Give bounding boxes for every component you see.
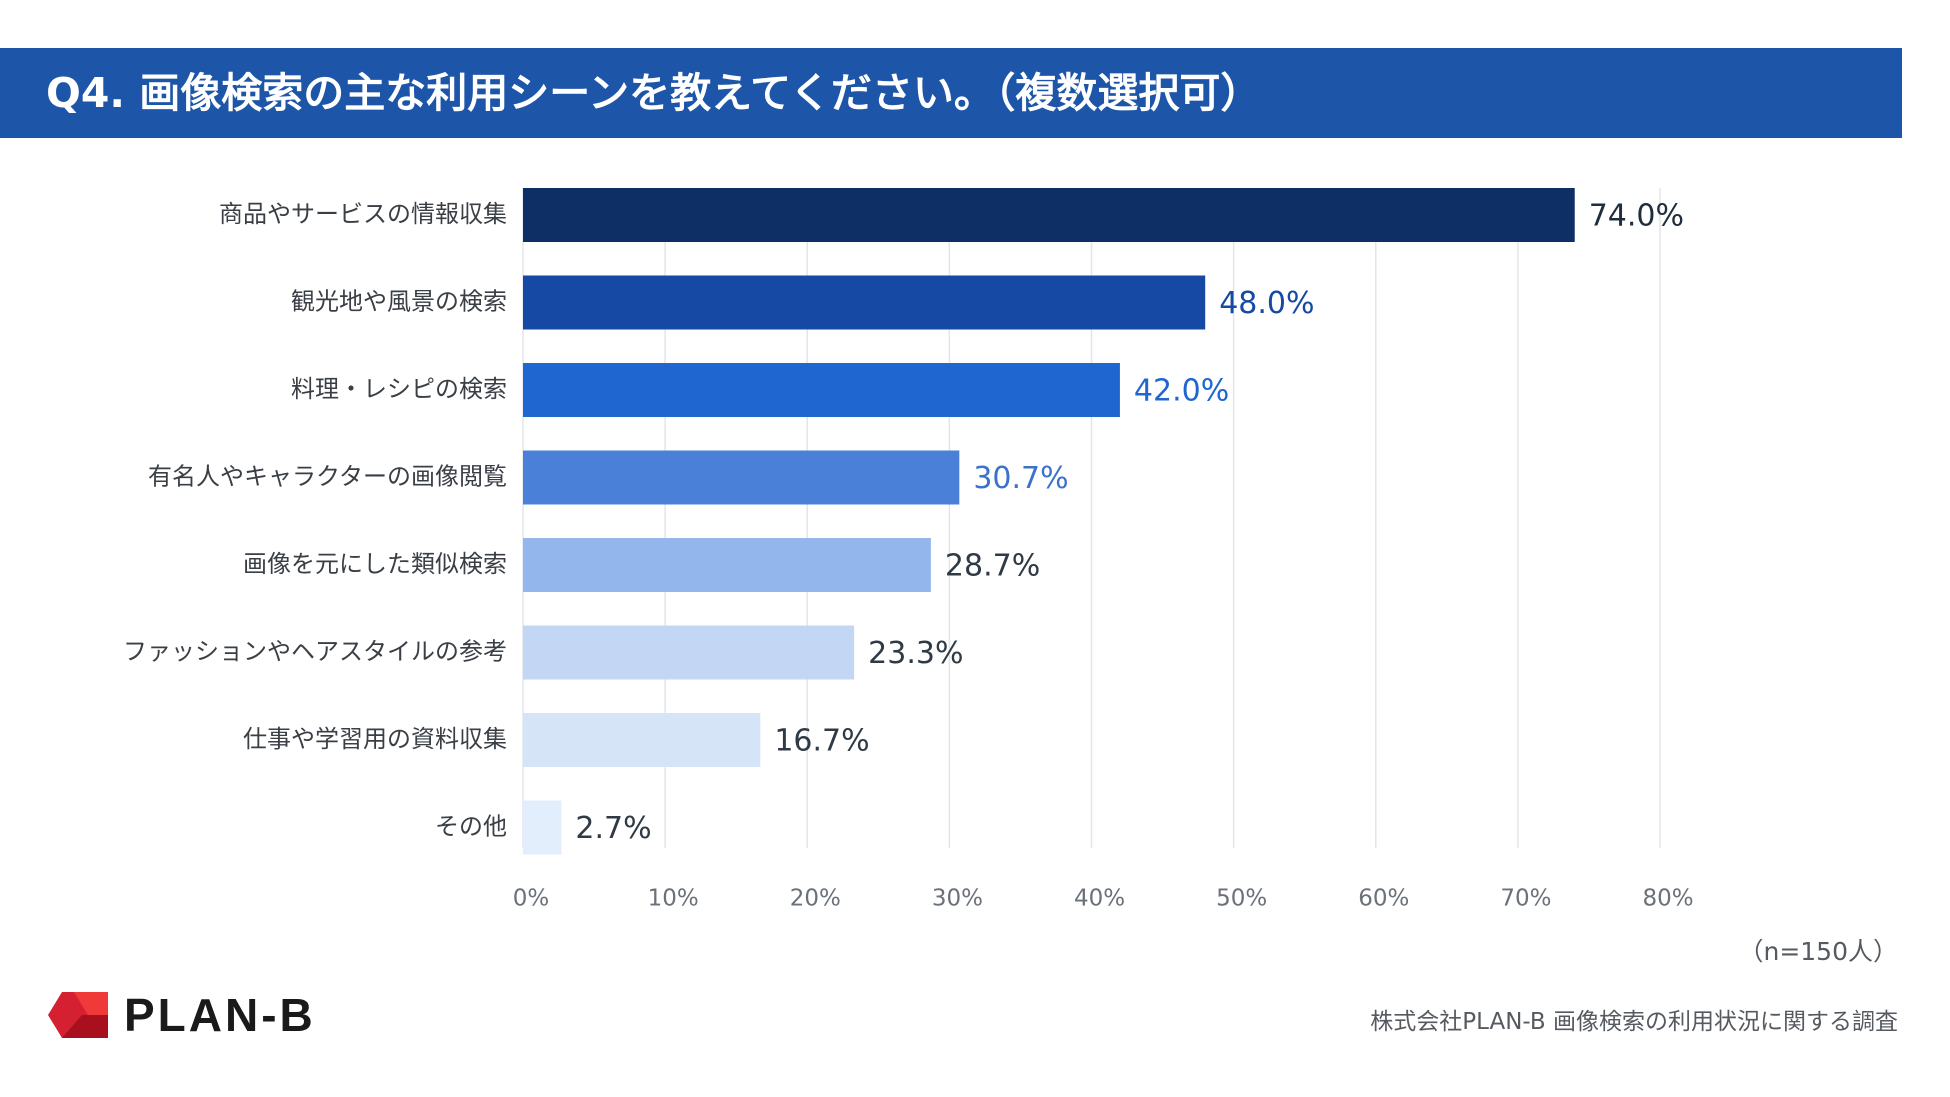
sample-size-note: （n=150人） — [1738, 937, 1898, 966]
category-label-0: 商品やサービスの情報収集 — [219, 200, 507, 228]
x-tick-label-0: 0% — [513, 886, 550, 912]
value-label-0: 74.0% — [1589, 199, 1684, 234]
value-label-7: 2.7% — [575, 811, 651, 846]
x-tick-label-3: 30% — [932, 886, 983, 912]
category-label-5: ファッションやヘアスタイルの参考 — [123, 638, 507, 666]
category-label-2: 料理・レシピの検索 — [291, 375, 507, 403]
bar-0 — [523, 188, 1575, 242]
value-label-4: 28.7% — [945, 549, 1040, 584]
bar-6 — [523, 713, 761, 767]
x-tick-label-1: 10% — [648, 886, 699, 912]
value-label-5: 23.3% — [868, 636, 963, 671]
x-tick-label-5: 50% — [1216, 886, 1267, 912]
x-tick-label-4: 40% — [1074, 886, 1125, 912]
category-label-3: 有名人やキャラクターの画像閲覧 — [148, 463, 507, 491]
x-tick-label-7: 70% — [1500, 886, 1551, 912]
value-label-2: 42.0% — [1134, 374, 1229, 409]
bar-3 — [523, 450, 960, 505]
category-label-6: 仕事や学習用の資料収集 — [243, 725, 507, 753]
bar-1 — [523, 275, 1206, 330]
logo-text: PLAN-B — [124, 989, 316, 1041]
page-title: Q4. 画像検索の主な利用シーンを教えてください。（複数選択可） — [46, 69, 1262, 117]
category-label-7: その他 — [435, 813, 507, 841]
bar-7 — [523, 800, 562, 855]
category-label-1: 観光地や風景の検索 — [291, 288, 507, 316]
x-tick-label-6: 60% — [1358, 886, 1409, 912]
bar-5 — [523, 625, 855, 680]
category-label-4: 画像を元にした類似検索 — [243, 550, 507, 578]
plan-b-logo: PLAN-B — [48, 989, 316, 1041]
title-bar: Q4. 画像検索の主な利用シーンを教えてください。（複数選択可） — [0, 48, 1902, 138]
source-note: 株式会社PLAN-B 画像検索の利用状況に関する調査 — [1370, 1009, 1898, 1035]
value-label-3: 30.7% — [973, 461, 1068, 496]
x-tick-label-2: 20% — [790, 886, 841, 912]
bar-4 — [523, 538, 931, 592]
value-label-6: 16.7% — [774, 724, 869, 759]
bar-chart: 商品やサービスの情報収集 74.0% 観光地や風景の検索 48.0% 料理・レシピの検索… — [123, 188, 1694, 912]
value-label-1: 48.0% — [1219, 286, 1314, 321]
x-tick-label-8: 80% — [1642, 886, 1693, 912]
bar-2 — [523, 363, 1120, 417]
plan-b-logo-icon — [48, 992, 108, 1038]
